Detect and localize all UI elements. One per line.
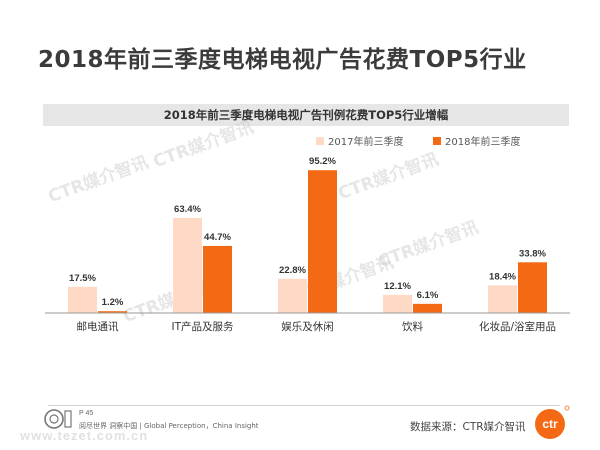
bar-2018 [308,170,337,313]
chart-title: 2018年前三季度电梯电视广告刊例花费TOP5行业增幅 [163,108,449,122]
bar-2017 [68,286,97,313]
legend-item-2017: 2017年前三季度 [316,136,403,150]
bar-2018 [413,303,442,313]
data-label: 33.8% [519,248,546,259]
category-label: 娱乐及休闲 [281,320,334,333]
data-label: 44.7% [204,232,231,243]
legend-label-2018: 2018年前三季度 [445,137,521,148]
data-label: 63.4% [174,204,201,215]
page-number: P 45 [79,410,94,417]
data-label: 95.2% [309,156,336,167]
category-label: 邮电通讯 [77,320,119,333]
category-label: 化妆品/浴室用品 [479,320,556,333]
bar-2017 [173,217,202,313]
data-label: 22.8% [279,265,306,276]
data-label: 17.5% [69,273,96,284]
bar-2018 [98,311,127,313]
url-watermark: www.tezet.com.cn [20,428,149,443]
data-label: 6.1% [417,290,439,301]
bar-2017 [383,294,412,313]
data-label: 18.4% [489,271,516,282]
legend-swatch-2017 [316,137,324,145]
bar-2017 [488,285,517,313]
data-source: 数据来源：CTR媒介智讯 [410,421,526,433]
ctr-logo-text: ctr [542,417,558,431]
footer-slogan: 阅尽世界 洞察中国 | Global Perception，China Insi… [79,422,259,430]
data-label: 12.1% [384,281,411,292]
bar-2018 [518,262,547,313]
category-label: IT产品及服务 [171,320,234,333]
legend-label-2017: 2017年前三季度 [328,137,404,148]
legend-item-2018: 2018年前三季度 [433,136,520,150]
certification-logo-icon [44,409,72,429]
bar-2017 [278,278,307,313]
legend-swatch-2018 [433,137,441,145]
ctr-logo-icon: ctr [535,405,570,439]
bar-2018 [203,245,232,313]
footer-divider [48,405,560,406]
category-label: 饮料 [402,320,423,333]
data-label: 1.2% [102,297,124,308]
page-title: 2018年前三季度电梯电视广告花费TOP5行业 [38,47,527,73]
chart-title-bar [43,104,569,126]
